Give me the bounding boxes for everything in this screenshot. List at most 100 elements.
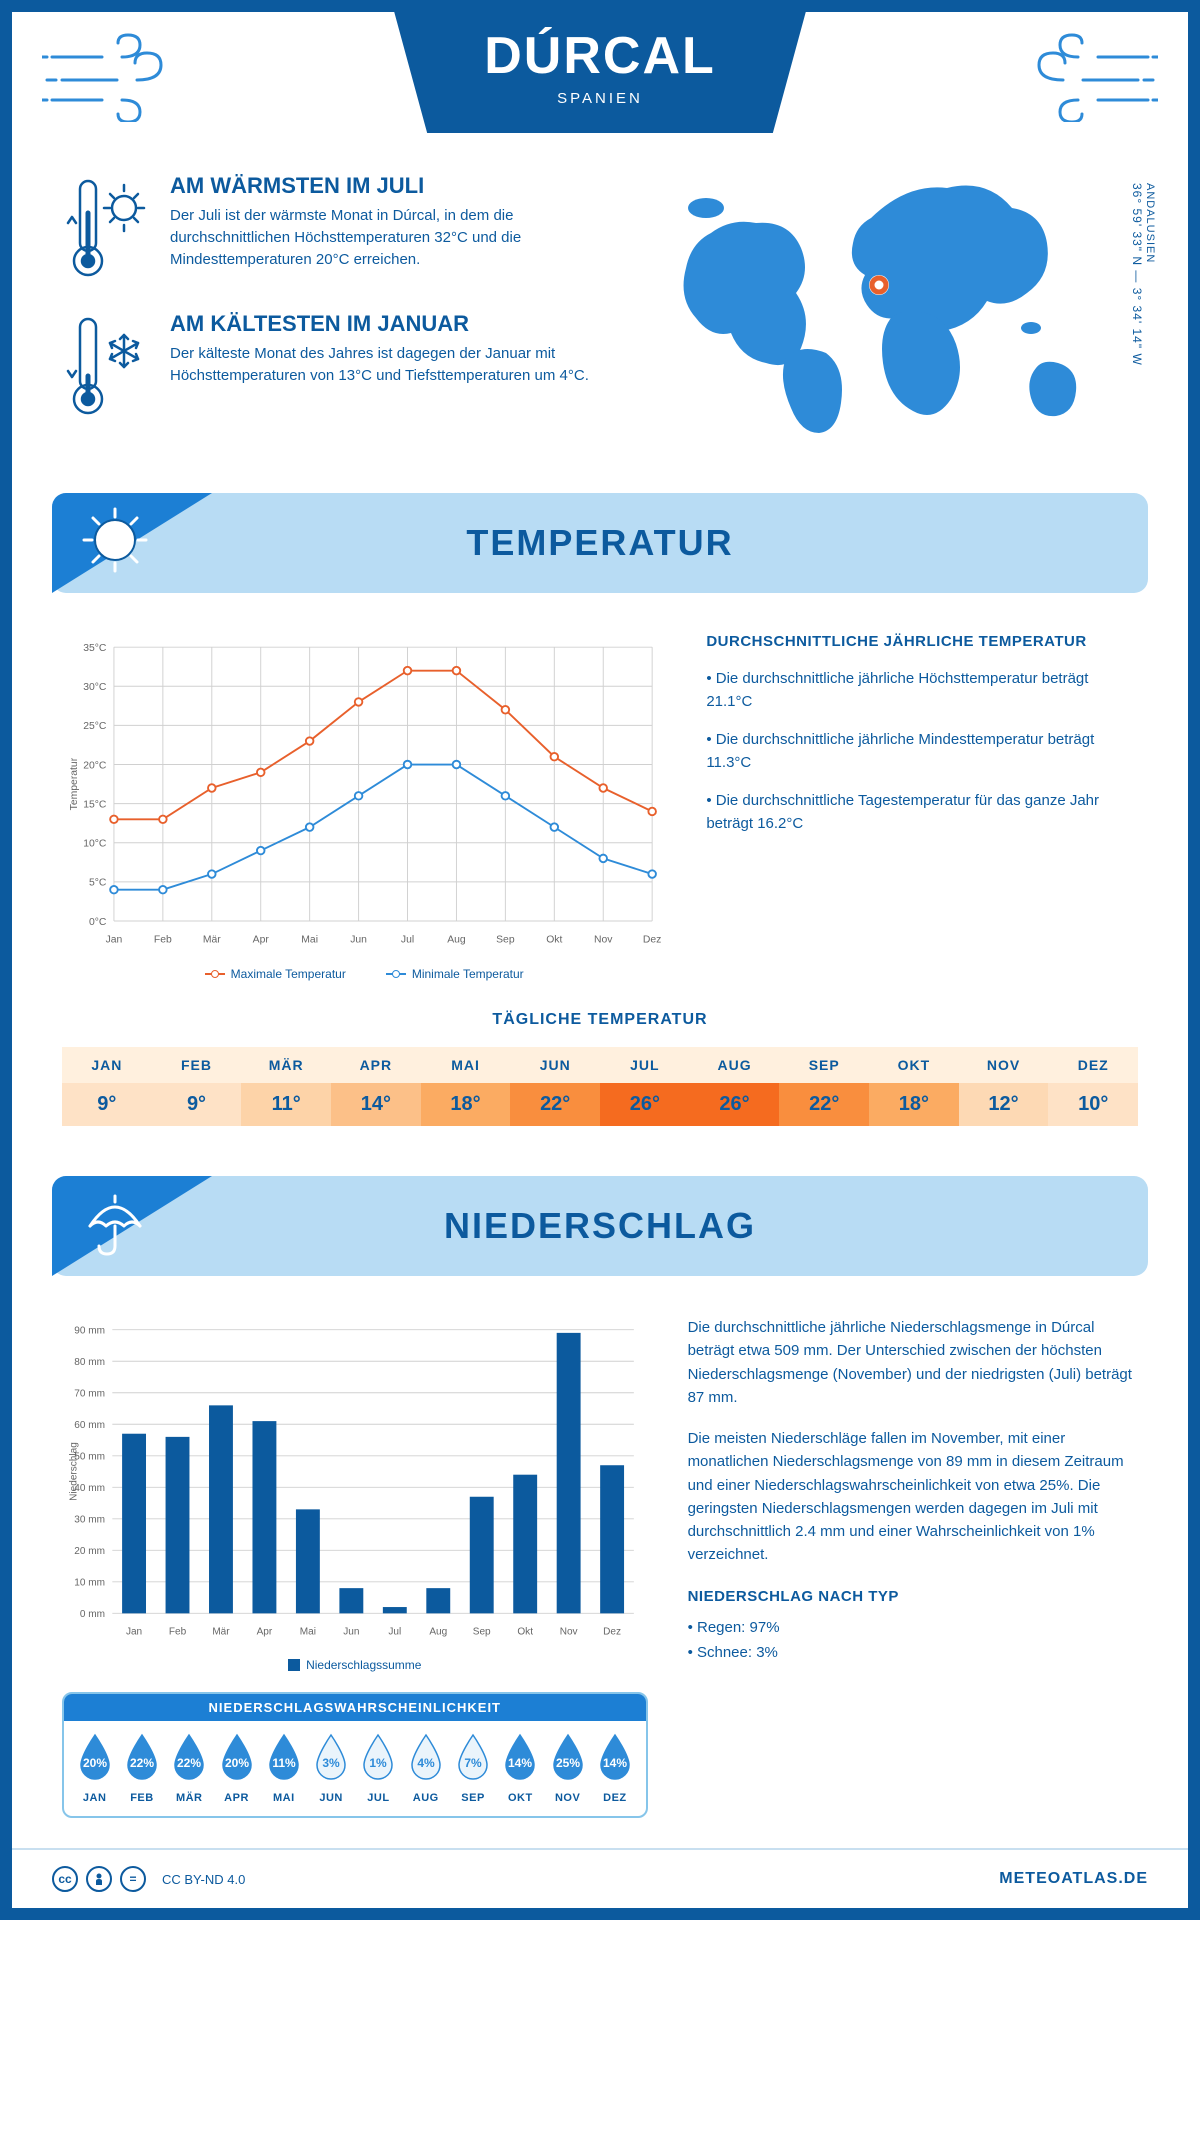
raindrop-icon: 20% <box>75 1733 115 1781</box>
svg-text:Aug: Aug <box>429 1626 447 1637</box>
prob-cell: 22% FEB <box>119 1733 164 1804</box>
svg-text:10 mm: 10 mm <box>74 1578 105 1589</box>
prob-cell: 20% APR <box>214 1733 259 1804</box>
svg-text:Dez: Dez <box>603 1626 621 1637</box>
svg-text:Temperatur: Temperatur <box>69 757 80 810</box>
raindrop-icon: 3% <box>311 1733 351 1781</box>
svg-text:80 mm: 80 mm <box>74 1357 105 1368</box>
heat-header-cell: NOV <box>959 1047 1049 1083</box>
svg-text:10°C: 10°C <box>83 839 107 850</box>
svg-text:60 mm: 60 mm <box>74 1420 105 1431</box>
svg-text:Okt: Okt <box>546 935 562 946</box>
svg-text:20%: 20% <box>83 1756 107 1770</box>
svg-text:Apr: Apr <box>257 1626 273 1637</box>
city-title: DÚRCAL <box>484 26 716 86</box>
svg-text:25°C: 25°C <box>83 721 107 732</box>
license-text: CC BY-ND 4.0 <box>162 1872 245 1887</box>
raindrop-icon: 25% <box>548 1733 588 1781</box>
heat-header-cell: MÄR <box>241 1047 331 1083</box>
svg-text:Sep: Sep <box>496 935 515 946</box>
heat-header-cell: JUL <box>600 1047 690 1083</box>
cc-icon: cc <box>52 1866 78 1892</box>
heat-value-cell: 22° <box>779 1083 869 1126</box>
heat-value-cell: 26° <box>600 1083 690 1126</box>
svg-text:Mär: Mär <box>212 1626 230 1637</box>
svg-text:22%: 22% <box>177 1756 201 1770</box>
svg-text:Jun: Jun <box>343 1626 359 1637</box>
heat-header-cell: SEP <box>779 1047 869 1083</box>
prob-cell: 7% SEP <box>450 1733 495 1804</box>
precipitation-heading: NIEDERSCHLAG <box>444 1205 756 1247</box>
thermometer-sun-icon <box>62 173 152 283</box>
heat-value-cell: 26° <box>690 1083 780 1126</box>
heat-header-cell: FEB <box>152 1047 242 1083</box>
svg-text:1%: 1% <box>370 1756 388 1770</box>
svg-text:3%: 3% <box>322 1756 340 1770</box>
svg-text:15°C: 15°C <box>83 799 107 810</box>
prob-cell: 1% JUL <box>356 1733 401 1804</box>
svg-text:Apr: Apr <box>253 935 270 946</box>
heat-header-cell: MAI <box>421 1047 511 1083</box>
svg-text:20 mm: 20 mm <box>74 1546 105 1557</box>
heat-value-cell: 18° <box>869 1083 959 1126</box>
legend-min: .legend-swatch[style*='2e8bd8']::after{b… <box>386 967 524 981</box>
precipitation-probability: NIEDERSCHLAGSWAHRSCHEINLICHKEIT 20% JAN … <box>62 1692 648 1818</box>
svg-text:Jan: Jan <box>106 935 123 946</box>
coldest-fact: AM KÄLTESTEN IM JANUAR Der kälteste Mona… <box>62 311 605 421</box>
prob-cell: 4% AUG <box>403 1733 448 1804</box>
svg-text:Jul: Jul <box>388 1626 401 1637</box>
umbrella-icon <box>80 1188 150 1258</box>
raindrop-icon: 20% <box>217 1733 257 1781</box>
svg-text:Nov: Nov <box>594 935 613 946</box>
infographic-container: DÚRCAL SPANIEN <box>0 0 1200 1920</box>
prob-cell: 20% JAN <box>72 1733 117 1804</box>
svg-text:Mai: Mai <box>300 1626 316 1637</box>
svg-text:Feb: Feb <box>169 1626 187 1637</box>
prob-cell: 14% OKT <box>498 1733 543 1804</box>
svg-text:90 mm: 90 mm <box>74 1325 105 1336</box>
heat-value-cell: 11° <box>241 1083 331 1126</box>
svg-text:35°C: 35°C <box>83 643 107 654</box>
svg-text:0°C: 0°C <box>89 917 107 928</box>
thermometer-snow-icon <box>62 311 152 421</box>
svg-text:14%: 14% <box>508 1756 532 1770</box>
heat-value-cell: 14° <box>331 1083 421 1126</box>
heat-header-cell: AUG <box>690 1047 780 1083</box>
svg-text:Mär: Mär <box>203 935 221 946</box>
svg-text:70 mm: 70 mm <box>74 1388 105 1399</box>
warmest-text: Der Juli ist der wärmste Monat in Dúrcal… <box>170 205 605 270</box>
heat-header-cell: DEZ <box>1048 1047 1138 1083</box>
precipitation-chart: 0 mm10 mm20 mm30 mm40 mm50 mm60 mm70 mm8… <box>62 1316 648 1645</box>
brand-name: METEOATLAS.DE <box>999 1870 1148 1888</box>
svg-text:Jan: Jan <box>126 1626 142 1637</box>
prob-cell: 14% DEZ <box>592 1733 637 1804</box>
heat-header-cell: JAN <box>62 1047 152 1083</box>
temperature-heading: TEMPERATUR <box>466 522 733 564</box>
intro-section: AM WÄRMSTEN IM JULI Der Juli ist der wär… <box>12 143 1188 493</box>
heat-value-cell: 10° <box>1048 1083 1138 1126</box>
svg-text:Mai: Mai <box>301 935 318 946</box>
coordinates: ANDALUSIEN 36° 59' 33" N — 3° 34' 14" W <box>1130 183 1156 366</box>
raindrop-icon: 22% <box>122 1733 162 1781</box>
prob-cell: 3% JUN <box>308 1733 353 1804</box>
sun-icon <box>80 505 150 575</box>
svg-text:25%: 25% <box>556 1756 580 1770</box>
svg-text:4%: 4% <box>417 1756 435 1770</box>
daily-temperature-table: TÄGLICHE TEMPERATUR JANFEBMÄRAPRMAIJUNJU… <box>12 1001 1188 1176</box>
wind-icon-right <box>1018 32 1158 122</box>
raindrop-icon: 11% <box>264 1733 304 1781</box>
svg-text:11%: 11% <box>272 1756 296 1770</box>
warmest-fact: AM WÄRMSTEN IM JULI Der Juli ist der wär… <box>62 173 605 283</box>
heat-value-cell: 22° <box>510 1083 600 1126</box>
svg-text:Okt: Okt <box>517 1626 533 1637</box>
svg-text:22%: 22% <box>130 1756 154 1770</box>
raindrop-icon: 1% <box>358 1733 398 1781</box>
svg-text:20°C: 20°C <box>83 760 107 771</box>
coldest-title: AM KÄLTESTEN IM JANUAR <box>170 311 605 337</box>
temperature-chart: 0°C5°C10°C15°C20°C25°C30°C35°CJanFebMärA… <box>62 633 666 981</box>
svg-text:Nov: Nov <box>560 1626 578 1637</box>
heat-header-cell: JUN <box>510 1047 600 1083</box>
svg-text:Sep: Sep <box>473 1626 491 1637</box>
svg-text:14%: 14% <box>603 1756 627 1770</box>
heat-value-cell: 12° <box>959 1083 1049 1126</box>
